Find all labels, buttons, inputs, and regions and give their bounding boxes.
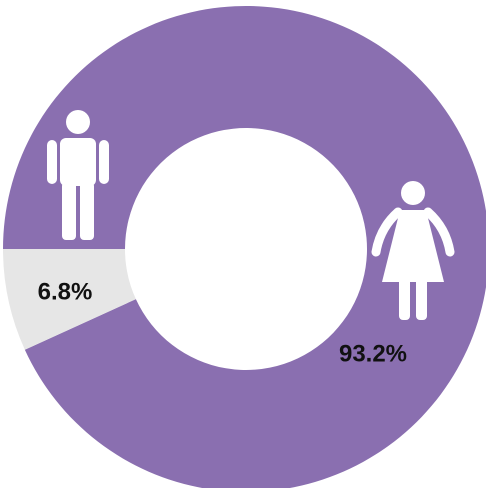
value-label: 6.8% — [38, 278, 93, 305]
slices — [3, 6, 486, 488]
male-icon — [47, 110, 109, 240]
female-icon — [371, 181, 455, 320]
slice — [3, 6, 486, 488]
slice — [3, 249, 136, 350]
value-label: 93.2% — [339, 340, 407, 367]
